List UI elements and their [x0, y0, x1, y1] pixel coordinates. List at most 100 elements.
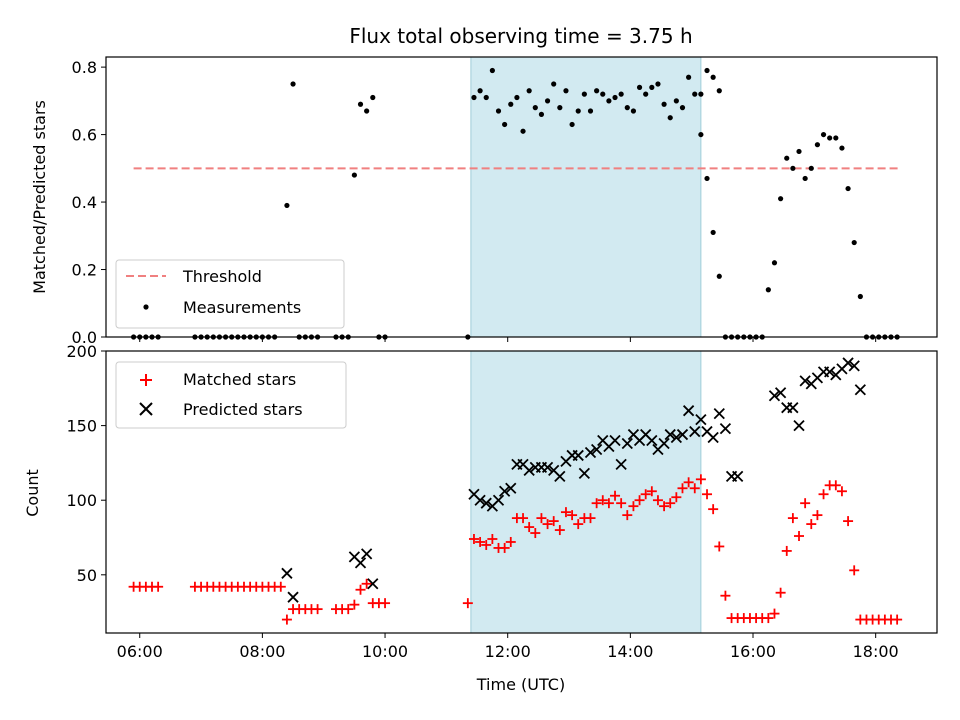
- predicted-star-point: [361, 548, 373, 560]
- matched-star-point: [689, 483, 700, 494]
- predicted-star-point: [474, 494, 486, 506]
- predicted-star-point: [554, 470, 566, 482]
- y-tick-label: 0.8: [72, 58, 97, 77]
- y-tick-label: 0.2: [72, 261, 97, 280]
- legend-matched-swatch: [140, 374, 152, 386]
- predicted-star-point: [590, 443, 603, 456]
- matched-star-point: [659, 501, 670, 512]
- y-tick-label: 150: [66, 417, 97, 436]
- matched-star-point: [652, 495, 663, 506]
- measurement-point: [716, 273, 722, 279]
- count-panel: 50 100 150 200 06:00 08:00 10:00 12:00 14:00 16:…: [23, 342, 938, 694]
- matched-star-point: [763, 613, 774, 624]
- measurement-point: [618, 91, 624, 97]
- predicted-star-point: [664, 428, 676, 441]
- matched-star-point: [781, 545, 792, 556]
- measurement-point: [520, 128, 526, 134]
- measurement-point: [827, 135, 833, 141]
- predicted-star-point: [492, 494, 505, 506]
- predicted-star-point: [615, 458, 627, 471]
- predicted-star-point: [768, 390, 781, 402]
- matched-star-point: [769, 608, 780, 619]
- legend-threshold-label: Threshold: [182, 267, 262, 286]
- matched-star-point: [683, 477, 694, 488]
- measurement-point: [851, 239, 857, 246]
- matched-star-point: [573, 519, 584, 530]
- y-tick-label: 50: [77, 566, 97, 585]
- matched-star-point: [499, 542, 510, 553]
- matched-star-point: [640, 489, 651, 500]
- measurement-point: [514, 94, 520, 101]
- predicted-star-point: [609, 434, 621, 447]
- matched-star-point: [702, 489, 713, 500]
- predicted-star-point: [848, 360, 860, 372]
- measurement-point: [692, 91, 698, 97]
- matched-star-point: [481, 539, 492, 550]
- predicted-star-point: [793, 419, 805, 432]
- matched-star-point: [634, 495, 645, 506]
- x-axis-label: Time (UTC): [476, 675, 565, 694]
- bottom-legend: Matched stars Predicted stars: [115, 361, 347, 429]
- bottom-legend-box: [115, 361, 347, 429]
- measurement-point: [839, 145, 845, 151]
- predicted-star-point: [719, 422, 732, 435]
- predicted-star-point: [480, 497, 492, 509]
- matched-star-point: [591, 498, 602, 509]
- measurement-point: [563, 88, 569, 94]
- measurement-point: [716, 88, 722, 94]
- matched-star-point: [610, 490, 621, 501]
- measurement-point: [765, 287, 771, 293]
- matched-star-point: [530, 528, 541, 539]
- predicted-star-point: [713, 408, 725, 420]
- predicted-star-point: [287, 591, 299, 603]
- x-tick-label: 14:00: [607, 642, 653, 661]
- predicted-star-point: [541, 461, 554, 474]
- measurement-point: [569, 121, 575, 128]
- measurement-point: [581, 91, 587, 97]
- x-tick-label: 08:00: [239, 642, 285, 661]
- measurement-point: [833, 135, 839, 141]
- matched-star-point: [622, 510, 633, 521]
- predicted-star-point: [732, 470, 744, 482]
- measurement-point: [704, 175, 710, 182]
- measurement-point: [630, 108, 637, 114]
- matched-star-point: [830, 480, 841, 491]
- measurement-point: [606, 98, 612, 104]
- predicted-star-point: [682, 405, 695, 417]
- measurement-point: [532, 105, 538, 111]
- matched-star-point: [671, 492, 682, 503]
- measurement-point: [508, 101, 514, 107]
- top-y-ticks: 0.0 0.2 0.4 0.6 0.8: [72, 58, 106, 347]
- predicted-star-point: [842, 357, 854, 369]
- x-tick-label: 06:00: [117, 642, 163, 661]
- measurement-point: [802, 175, 808, 182]
- matched-star-point: [775, 587, 786, 598]
- predicted-star-point: [854, 384, 866, 396]
- measurement-point: [686, 74, 692, 80]
- measurement-point: [502, 121, 508, 128]
- predicted-star-point: [707, 431, 719, 444]
- predicted-star-point: [670, 431, 682, 444]
- y-tick-label: 0.4: [72, 193, 97, 212]
- measurement-point: [587, 108, 594, 114]
- matched-star-point: [628, 501, 639, 512]
- measurement-point: [698, 131, 704, 138]
- measurement-point: [471, 94, 477, 101]
- bottom-y-ticks: 50 100 150 200: [66, 342, 106, 585]
- measurement-point: [575, 108, 581, 114]
- legend-measurements-swatch: [143, 304, 149, 310]
- y-tick-label: 200: [66, 342, 97, 361]
- matched-star-point: [380, 598, 391, 609]
- observing-window-shade: [470, 56, 702, 338]
- predicted-star-point: [621, 437, 633, 450]
- measurement-point: [636, 84, 643, 90]
- x-tick-label: 12:00: [485, 642, 531, 661]
- matched-star-point: [892, 614, 903, 625]
- measurement-point: [477, 88, 483, 94]
- matched-star-point: [560, 507, 571, 518]
- y-tick-label: 0.6: [72, 126, 97, 145]
- legend-predicted-swatch: [139, 402, 153, 416]
- predicted-star-point: [505, 482, 517, 494]
- measurement-point: [704, 67, 710, 74]
- measurement-point: [495, 108, 502, 114]
